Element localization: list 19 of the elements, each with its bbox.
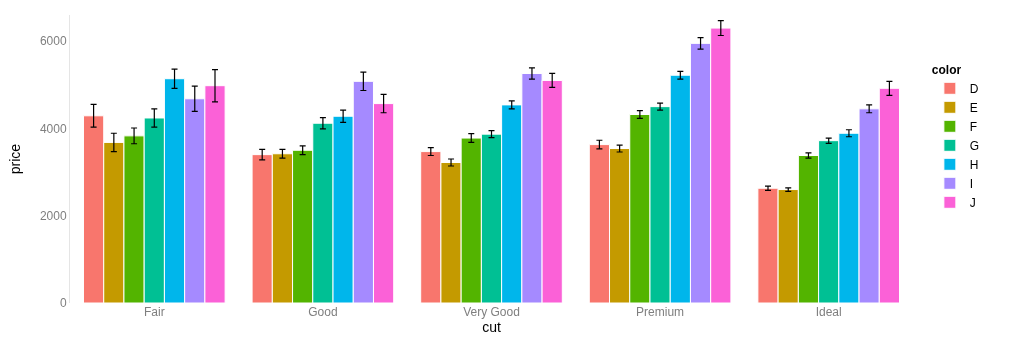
x-axis-title: cut bbox=[482, 319, 501, 335]
legend-label: F bbox=[969, 119, 978, 134]
legend-label: D bbox=[969, 81, 979, 96]
legend-title: color bbox=[931, 62, 962, 77]
x-tick-label: Good bbox=[308, 305, 338, 319]
legend-label: E bbox=[969, 100, 978, 115]
x-tick-label: Premium bbox=[636, 305, 685, 319]
y-axis-title: price bbox=[7, 143, 24, 175]
legend-label: G bbox=[969, 138, 980, 153]
y-tick-label: 2000 bbox=[39, 208, 67, 223]
x-tick-label: Fair bbox=[143, 305, 165, 319]
legend-label: J bbox=[969, 195, 976, 210]
y-tick-label: 4000 bbox=[39, 121, 67, 136]
x-tick-label: Ideal bbox=[815, 305, 842, 319]
y-tick-label: 0 bbox=[59, 296, 67, 311]
x-tick-label: Very Good bbox=[463, 305, 520, 319]
legend-label: I bbox=[969, 176, 974, 191]
legend-label: H bbox=[969, 157, 979, 172]
y-tick-label: 6000 bbox=[39, 34, 67, 49]
